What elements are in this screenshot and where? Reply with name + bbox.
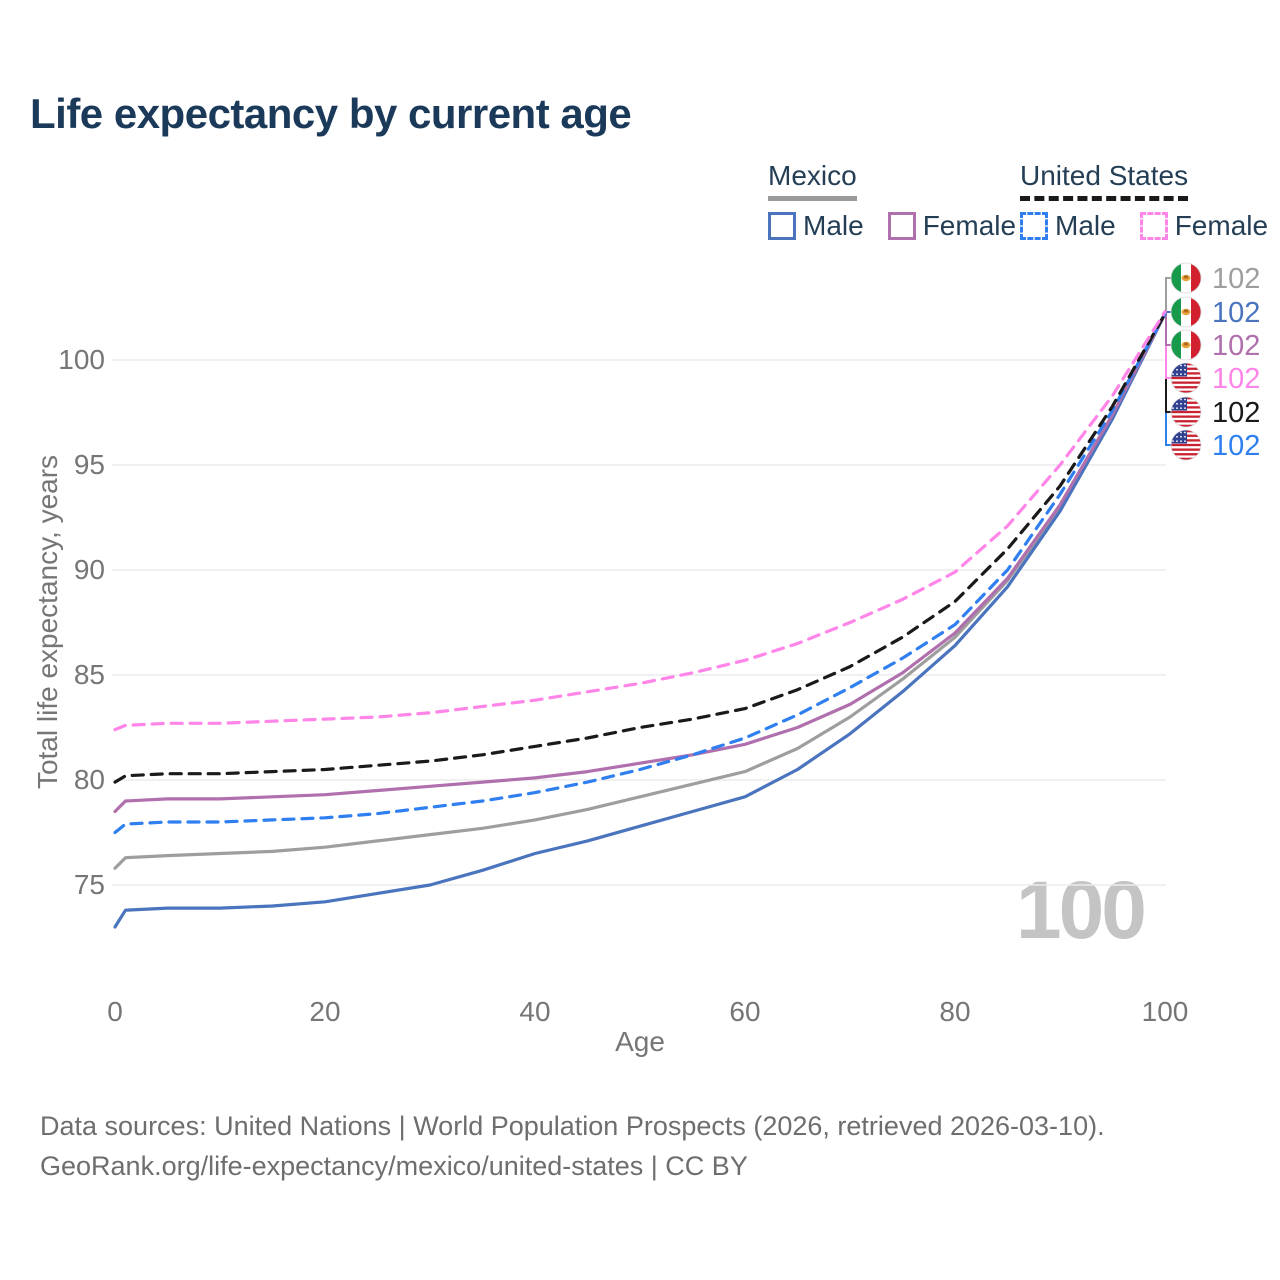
legend-item-label: Female <box>1174 210 1269 241</box>
x-axis-title: Age <box>615 1026 665 1057</box>
y-tick-label: 80 <box>73 764 105 795</box>
current-age-indicator: 100 <box>1016 865 1147 956</box>
series-line-united-states-both-sexes <box>113 312 1167 784</box>
leader-line-united-states-both-sexes <box>1165 313 1174 413</box>
x-tick-label: 100 <box>1141 996 1189 1027</box>
series-line-mexico-female <box>113 312 1167 814</box>
y-tick-label: 100 <box>58 344 105 375</box>
y-tick-label: 90 <box>73 554 105 585</box>
legend-item-mexico-male[interactable]: Male <box>768 210 864 242</box>
legend-item-us-female[interactable]: Female <box>1139 210 1269 242</box>
end-value-label-mexico-both-sexes: 102 <box>1212 263 1260 295</box>
x-tick-label: 0 <box>107 996 123 1027</box>
flag-icon-united-states <box>1170 396 1202 428</box>
end-value-label-mexico-female: 102 <box>1212 330 1260 362</box>
end-value-label-united-states-female: 102 <box>1212 363 1260 395</box>
y-tick-label: 85 <box>73 659 105 690</box>
legend-item-mexico-female[interactable]: Female <box>887 210 1017 242</box>
flag-icon-united-states <box>1170 362 1202 394</box>
end-value-label-united-states-male: 102 <box>1212 430 1260 462</box>
legend-item-us-male[interactable]: Male <box>1020 210 1116 242</box>
y-tick-label: 95 <box>73 449 105 480</box>
end-value-label-united-states-both-sexes: 102 <box>1212 397 1260 429</box>
legend-item-label: Male <box>1055 210 1116 241</box>
flag-icon-mexico <box>1170 262 1202 294</box>
footer-attribution: GeoRank.org/life-expectancy/mexico/unite… <box>40 1151 748 1181</box>
legend-item-label: Male <box>803 210 864 241</box>
flag-icon-united-states <box>1170 429 1202 461</box>
legend-item-label: Female <box>922 210 1017 241</box>
end-value-label-mexico-male: 102 <box>1212 297 1260 329</box>
series-line-mexico-male <box>113 312 1167 929</box>
x-tick-label: 20 <box>309 996 341 1027</box>
mexico-female-swatch-icon <box>887 212 916 240</box>
us-female-swatch-icon <box>1139 212 1168 240</box>
series-line-mexico-both-sexes <box>113 312 1167 870</box>
legend-country-united-states: United States <box>1020 160 1189 201</box>
series-line-united-states-male <box>113 312 1167 835</box>
page-title: Life expectancy by current age <box>30 90 632 137</box>
flag-icon-mexico <box>1170 329 1202 361</box>
mexico-male-swatch-icon <box>768 212 796 240</box>
legend-country-mexico: Mexico <box>768 160 857 201</box>
x-tick-label: 40 <box>519 996 551 1027</box>
footer-data-sources: Data sources: United Nations | World Pop… <box>40 1111 1105 1141</box>
us-male-swatch-icon <box>1020 212 1048 240</box>
x-tick-label: 80 <box>939 996 971 1027</box>
y-tick-label: 75 <box>73 869 105 900</box>
x-tick-label: 60 <box>729 996 761 1027</box>
flag-icon-mexico <box>1170 296 1202 328</box>
series-line-united-states-female <box>113 310 1167 732</box>
footer: Data sources: United Nations | World Pop… <box>40 1106 1105 1186</box>
legend-group-mexico: Mexico Male Female <box>768 160 1016 242</box>
legend-group-united-states: United States Male Female <box>1020 160 1268 242</box>
